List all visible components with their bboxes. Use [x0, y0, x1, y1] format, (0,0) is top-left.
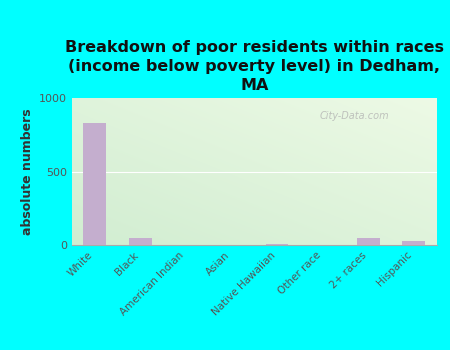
- Bar: [129, 238, 152, 245]
- Bar: [402, 241, 425, 245]
- Bar: [266, 244, 288, 245]
- Text: City-Data.com: City-Data.com: [320, 111, 390, 121]
- Y-axis label: absolute numbers: absolute numbers: [21, 108, 34, 235]
- Bar: [357, 238, 379, 245]
- Title: Breakdown of poor residents within races
(income below poverty level) in Dedham,: Breakdown of poor residents within races…: [65, 41, 444, 93]
- Bar: [83, 123, 106, 245]
